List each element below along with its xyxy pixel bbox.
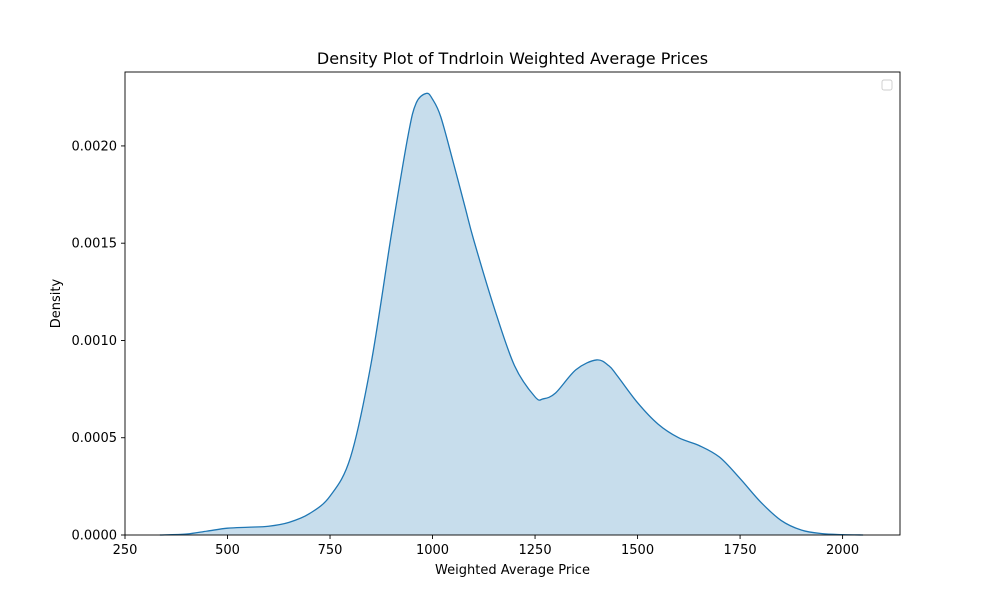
x-tick-label: 1000 <box>416 543 449 558</box>
y-tick-label: 0.0015 <box>72 237 118 252</box>
x-tick-label: 1500 <box>621 543 654 558</box>
x-axis-label: Weighted Average Price <box>435 563 590 578</box>
density-fill <box>159 93 864 535</box>
y-tick-label: 0.0020 <box>72 139 118 154</box>
x-tick-label: 500 <box>215 543 240 558</box>
plot-area <box>159 92 864 536</box>
x-tick-label: 250 <box>113 543 138 558</box>
y-axis-label: Density <box>49 278 64 328</box>
y-axis: 0.0000 0.0005 0.0010 0.0015 0.0020 <box>72 139 125 544</box>
y-tick-label: 0.0005 <box>72 431 118 446</box>
x-tick-label: 1250 <box>519 543 552 558</box>
legend-box <box>881 79 893 91</box>
axes-frame <box>124 71 901 536</box>
chart-title: Density Plot of Tndrloin Weighted Averag… <box>317 49 708 68</box>
y-tick-label: 0.0010 <box>72 334 118 349</box>
x-tick-label: 750 <box>318 543 343 558</box>
x-axis: 250 500 750 1000 1250 1500 1750 2000 <box>113 535 859 558</box>
x-tick-label: 1750 <box>724 543 757 558</box>
y-tick-label: 0.0000 <box>72 529 118 544</box>
x-tick-label: 2000 <box>826 543 859 558</box>
density-line <box>159 92 864 536</box>
